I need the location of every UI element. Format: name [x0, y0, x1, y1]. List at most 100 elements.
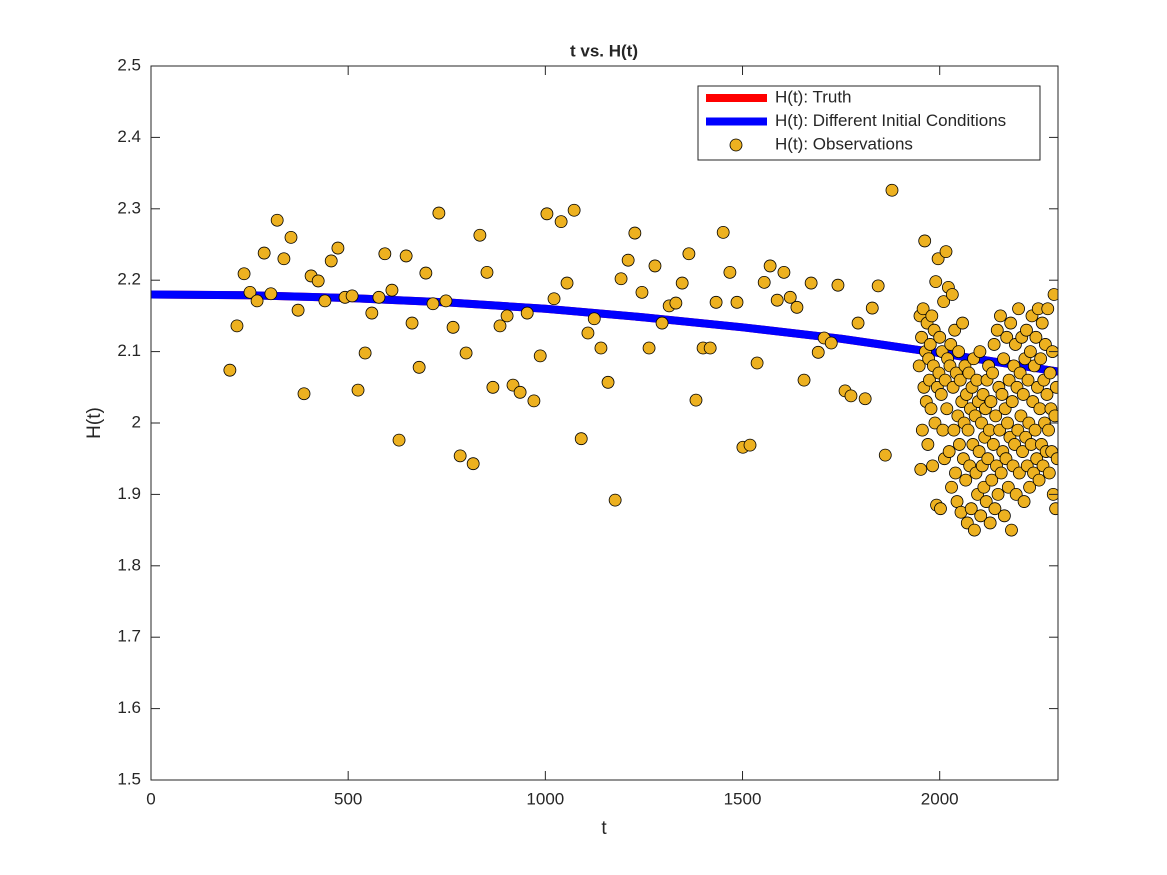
observation-point	[1040, 388, 1054, 401]
observation-point	[961, 423, 975, 437]
observation-point	[1023, 345, 1037, 359]
observation-point	[419, 266, 433, 280]
observation-point	[655, 316, 669, 330]
y-tick-label: 1.5	[117, 769, 141, 788]
observation-point	[953, 438, 966, 451]
observation-point	[953, 373, 967, 387]
observation-point	[831, 278, 845, 292]
observation-point	[1012, 466, 1026, 480]
observation-point	[923, 338, 937, 351]
observation-point	[928, 416, 942, 430]
chart-title: t vs. H(t)	[570, 41, 638, 60]
observation-point	[924, 402, 938, 416]
observation-point	[973, 345, 987, 359]
y-tick-label: 1.7	[117, 627, 141, 646]
legend-label: H(t): Different Initial Conditions	[775, 111, 1006, 130]
observation-point	[1016, 445, 1029, 458]
observation-point	[560, 276, 574, 290]
y-tick-label: 1.8	[117, 555, 141, 574]
observation-point	[270, 213, 284, 227]
observation-point	[871, 279, 885, 293]
observation-point	[865, 301, 879, 315]
observation-point	[777, 265, 791, 279]
observation-point	[520, 306, 534, 320]
observation-point	[730, 295, 744, 309]
x-tick-label: 500	[334, 789, 362, 808]
plot-layer	[151, 183, 1058, 537]
observation-point	[223, 363, 237, 377]
observation-point	[997, 509, 1011, 523]
observation-point	[1011, 423, 1025, 437]
observation-point	[675, 276, 689, 290]
y-tick-label: 2	[132, 412, 141, 431]
observation-point	[540, 207, 554, 221]
observation-point	[940, 402, 954, 416]
observation-point	[513, 385, 527, 399]
observation-point	[284, 230, 298, 244]
x-tick-label: 2000	[921, 789, 959, 808]
y-tick-label: 2.1	[117, 341, 141, 360]
observation-point	[931, 252, 945, 266]
observation-point	[1020, 323, 1033, 337]
observation-point	[994, 309, 1007, 323]
observation-point	[567, 203, 581, 217]
observation-point	[480, 265, 494, 279]
observation-point	[601, 375, 615, 389]
observation-point	[614, 272, 628, 286]
observation-point	[977, 480, 991, 494]
observation-point	[264, 287, 278, 301]
observation-point	[944, 338, 958, 351]
observation-point	[984, 395, 998, 408]
observation-point	[399, 249, 413, 263]
legend-label: H(t): Observations	[775, 134, 913, 153]
observation-point	[1050, 452, 1058, 466]
observation-point	[1048, 409, 1058, 423]
observation-point	[621, 253, 635, 267]
x-tick-label: 1500	[724, 789, 762, 808]
observation-point	[912, 359, 926, 373]
observation-point	[1032, 473, 1046, 487]
legend-label: H(t): Truth	[775, 87, 852, 106]
observation-point	[790, 300, 804, 314]
observation-point	[942, 445, 956, 458]
observation-point	[991, 487, 1005, 501]
observation-point	[324, 254, 338, 268]
y-axis-label: H(t)	[84, 407, 105, 439]
observation-point	[527, 394, 541, 408]
observation-point	[405, 316, 419, 330]
observation-point	[1047, 288, 1058, 301]
observation-point	[365, 306, 379, 320]
observation-point	[1041, 302, 1055, 316]
observation-point	[1002, 373, 1016, 387]
observation-point	[797, 373, 811, 387]
observation-point	[937, 295, 951, 309]
observation-point	[979, 495, 993, 508]
observation-point	[757, 275, 771, 289]
observation-point	[635, 285, 649, 299]
observation-point	[1043, 366, 1057, 380]
observation-point	[486, 380, 500, 394]
observation-point	[936, 423, 950, 437]
observation-point	[1001, 480, 1015, 494]
observation-point	[916, 302, 930, 316]
observation-point	[811, 345, 825, 359]
observation-point	[669, 296, 683, 310]
observation-point	[723, 265, 737, 279]
observation-point	[1000, 330, 1014, 344]
observation-point	[994, 466, 1008, 480]
observation-point	[947, 423, 961, 437]
observation-point	[878, 448, 892, 462]
observation-point	[412, 360, 426, 374]
observation-point	[915, 423, 929, 437]
observation-point	[945, 480, 958, 494]
observation-point	[243, 285, 257, 299]
y-tick-label: 2.3	[117, 198, 141, 217]
x-axis-label: t	[601, 818, 607, 839]
observation-point	[581, 326, 595, 340]
observation-point	[975, 416, 988, 430]
observation-point	[642, 341, 656, 355]
y-tick-label: 1.6	[117, 698, 141, 717]
observation-point	[950, 495, 964, 508]
observation-point	[473, 228, 487, 242]
observation-point	[934, 388, 948, 401]
